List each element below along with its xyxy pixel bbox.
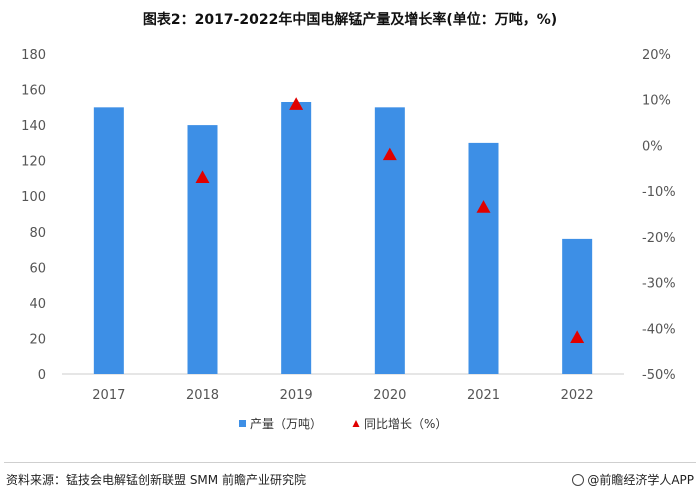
x-tick-label: 2022 [561,388,594,403]
y-left-tick-label: 140 [21,119,46,134]
production-bar [562,238,593,374]
production-bar [374,107,405,374]
bar-series [93,102,593,374]
x-tick-label: 2020 [373,388,406,403]
x-tick-label: 2021 [467,388,500,403]
x-axis: 2017 2018 2019 2020 2021 2022 [92,388,593,403]
y-right-tick-label: 20% [642,48,671,63]
growth-marker [570,330,585,344]
chart-title: 图表2：2017-2022年中国电解锰产量及增长率(单位：万吨，%) [143,11,557,28]
growth-marker [382,147,397,161]
y-right-tick-label: -30% [642,277,676,292]
y-right-tick-label: -20% [642,231,676,246]
source-note: 资料来源：锰技会电解锰创新联盟 SMM 前瞻产业研究院 [6,473,306,487]
y-right-tick-label: -40% [642,322,676,337]
growth-marker [195,170,210,184]
production-bar [187,125,218,374]
brand-credit: @前瞻经济学人APP [572,471,694,488]
y-right-tick-label: 0% [642,139,663,154]
chart: 图表2：2017-2022年中国电解锰产量及增长率(单位：万吨，%) 0 20 40… [21,11,676,431]
y-left-tick-label: 60 [29,261,46,276]
production-bar [93,107,124,374]
growth-series [195,97,585,344]
footer: 资料来源：锰技会电解锰创新联盟 SMM 前瞻产业研究院 @前瞻经济学人APP [0,462,700,496]
y-left-tick-label: 80 [29,226,46,241]
y-right-tick-label: -50% [642,368,676,383]
y-left-tick-label: 160 [21,84,46,99]
y-left-tick-label: 120 [21,155,46,170]
brand-text: @前瞻经济学人APP [587,473,694,487]
y-left-tick-label: 100 [21,190,46,205]
x-tick-label: 2019 [280,388,313,403]
y-left-axis: 0 20 40 60 80 100 120 140 160 180 [21,48,46,383]
production-bar [281,102,312,374]
x-tick-label: 2017 [92,388,125,403]
legend-triangle-swatch [352,420,360,427]
y-left-tick-label: 40 [29,297,46,312]
y-right-tick-label: -10% [642,185,676,200]
growth-marker [289,97,304,110]
legend-bar-label: 产量（万吨） [250,417,322,431]
legend: 产量（万吨） 同比增长（%） [239,417,447,431]
x-tick-label: 2018 [186,388,219,403]
y-right-tick-label: 10% [642,94,671,109]
legend-growth-label: 同比增长（%） [364,417,447,431]
growth-marker [476,200,491,213]
footer-divider [4,462,696,463]
y-left-tick-label: 180 [21,48,46,63]
production-bar [468,142,499,374]
y-left-tick-label: 0 [38,368,46,383]
y-left-tick-label: 20 [29,332,46,347]
brand-logo-icon [572,474,585,486]
y-right-axis: -50% -40% -30% -20% -10% 0% 10% 20% [642,48,676,383]
legend-bar-swatch [239,420,246,427]
